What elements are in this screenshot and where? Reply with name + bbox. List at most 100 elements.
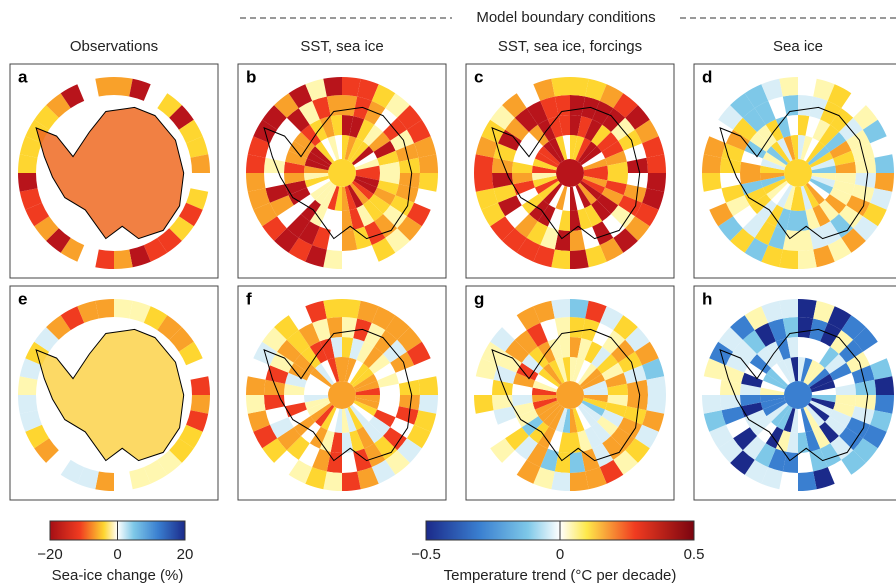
map-cell <box>602 108 626 132</box>
map-cell <box>186 410 209 432</box>
colorbar-tick-label: −0.5 <box>411 546 441 563</box>
map-cell <box>798 95 814 117</box>
map-cell <box>283 173 305 185</box>
map-cell <box>245 376 266 395</box>
map-cell <box>851 406 875 425</box>
map-cell <box>829 409 852 428</box>
map-cell <box>129 467 151 490</box>
map-cell <box>744 306 769 331</box>
map-cell <box>526 443 548 468</box>
map-cell <box>178 202 203 227</box>
map-cell <box>740 161 761 173</box>
map-cell <box>577 116 593 138</box>
map-cell <box>60 459 85 484</box>
map-cell <box>570 298 589 319</box>
coastline <box>491 106 641 240</box>
map-cell <box>383 205 407 229</box>
map-cell <box>833 150 855 166</box>
map-cell <box>516 237 541 262</box>
map-cell <box>584 119 603 142</box>
map-cell <box>577 404 597 427</box>
map-cell <box>319 116 335 138</box>
map-cell <box>531 173 557 181</box>
map-cell <box>584 426 603 449</box>
map-cell <box>820 221 842 246</box>
map-cell <box>364 443 386 468</box>
map-cell <box>169 438 194 463</box>
colorbar-tick-label: 20 <box>177 546 194 563</box>
map-cell <box>744 409 767 428</box>
map-cell <box>357 78 379 101</box>
map-cell <box>599 306 624 331</box>
map-cell <box>809 151 834 168</box>
map-cell <box>577 430 593 452</box>
map-cell <box>537 204 556 227</box>
map-cell <box>596 194 619 214</box>
map-cell <box>342 317 358 339</box>
map-cell <box>725 129 750 151</box>
map-cell <box>759 165 785 173</box>
map-cell <box>320 184 337 209</box>
map-cell <box>824 194 847 214</box>
map-cell <box>786 432 798 454</box>
map-cell <box>783 357 796 383</box>
map-cell <box>807 368 830 388</box>
map-cell <box>342 76 361 97</box>
map-cell <box>95 298 114 319</box>
map-cell <box>744 140 767 159</box>
map-cell <box>247 410 270 432</box>
map-cell <box>547 338 563 360</box>
map-cell <box>514 108 538 132</box>
map-cell <box>820 100 842 125</box>
map-cell <box>718 327 743 352</box>
map-cell <box>570 336 582 358</box>
map-cell <box>613 93 638 118</box>
map-cell <box>813 300 835 323</box>
map-cell <box>551 76 570 97</box>
map-cell <box>768 448 787 472</box>
map-cell <box>841 315 866 340</box>
map-cell <box>406 424 431 449</box>
map-cell <box>274 93 299 118</box>
map-cell <box>599 459 624 484</box>
map-cell <box>288 459 313 484</box>
map-cell <box>721 365 745 384</box>
map-cell <box>497 351 522 373</box>
map-cell <box>371 306 396 331</box>
map-cell <box>129 78 151 101</box>
map-cell <box>493 184 517 203</box>
map-cell <box>288 362 311 381</box>
map-cell <box>19 358 42 380</box>
map-cell <box>730 93 755 118</box>
map-cell <box>247 188 270 210</box>
map-cell <box>390 351 415 373</box>
map-cell <box>577 338 593 360</box>
map-cell <box>532 380 558 393</box>
map-cell <box>351 146 374 166</box>
map-cell <box>851 184 875 203</box>
map-cell <box>310 402 333 422</box>
map-cell <box>526 322 548 347</box>
map-panel: e <box>9 285 219 501</box>
map-cell <box>342 471 361 492</box>
map-cell <box>286 436 310 460</box>
map-cell <box>605 372 627 388</box>
map-cell <box>646 154 667 173</box>
map-cell <box>334 408 342 434</box>
map-center <box>328 381 356 409</box>
map-cell <box>579 402 602 422</box>
map-cell <box>269 417 294 439</box>
map-cell <box>303 165 329 173</box>
map-cell <box>730 315 755 340</box>
map-cell <box>344 185 357 211</box>
map-cell <box>807 402 830 422</box>
map-cell <box>513 180 535 196</box>
map-cell <box>583 173 609 181</box>
map-cell <box>807 146 830 166</box>
colorbar-tick-label: 0 <box>556 546 564 563</box>
map-cell <box>306 400 331 417</box>
map-cell <box>605 180 627 196</box>
map-cell <box>800 357 813 383</box>
map-cell <box>344 357 357 383</box>
map-cell <box>511 161 533 173</box>
